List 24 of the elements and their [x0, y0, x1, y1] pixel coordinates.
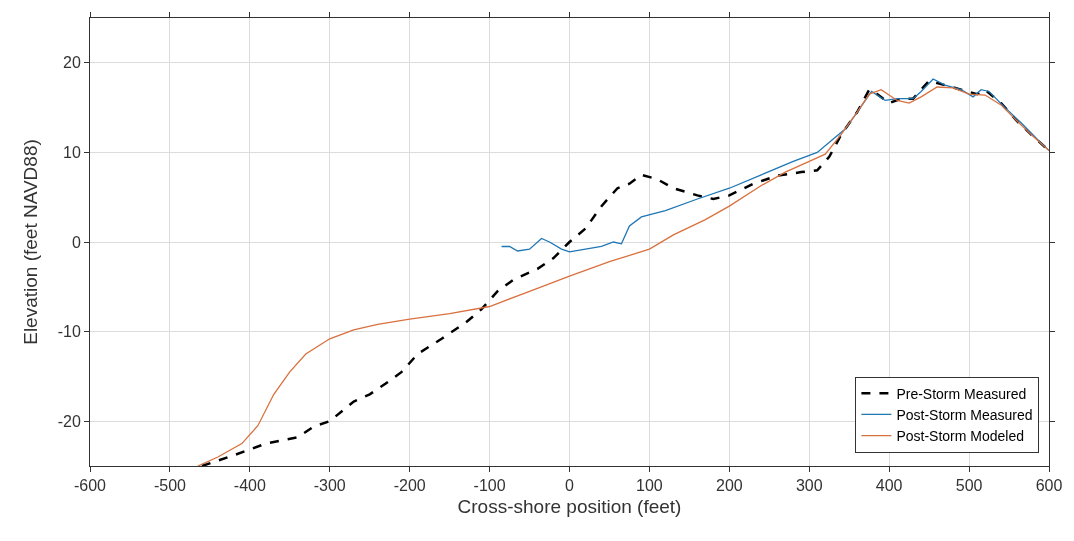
x-tick-label: 100: [636, 477, 663, 495]
legend-label: Pre-Storm Measured: [896, 385, 1027, 402]
x-tick-label: -400: [233, 477, 266, 495]
x-tick-label: -500: [153, 477, 187, 495]
x-axis-title: Cross-shore position (feet): [457, 496, 682, 517]
y-tick-label: 20: [63, 54, 81, 72]
line-series: [500, 78, 1049, 253]
x-tick-label: -300: [313, 477, 346, 495]
y-tick-label: 10: [63, 144, 81, 161]
x-tick-label: 400: [875, 477, 903, 495]
x-tick-label: -100: [473, 477, 506, 495]
x-tick-label: 300: [795, 477, 823, 495]
y-axis-title: Elevation (feet NAVD88): [19, 139, 41, 345]
x-tick-label: -200: [393, 477, 426, 495]
x-tick-label: -600: [73, 477, 107, 495]
legend-label: Post-Storm Measured: [896, 406, 1033, 423]
x-tick-label: 0: [565, 477, 575, 495]
legend-label: Post-Storm Modeled: [896, 428, 1025, 445]
y-tick-label: -10: [57, 323, 81, 341]
x-tick-label: 500: [955, 477, 983, 495]
x-tick-label: 600: [1035, 477, 1063, 495]
y-tick-label: 0: [71, 233, 81, 251]
y-tick-label: -20: [57, 412, 81, 430]
x-tick-label: 200: [715, 477, 743, 495]
